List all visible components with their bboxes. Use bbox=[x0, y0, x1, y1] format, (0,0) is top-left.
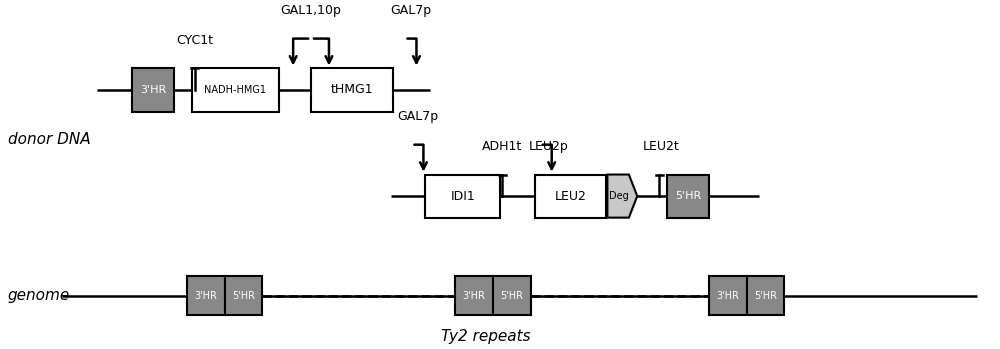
Text: 3'HR: 3'HR bbox=[140, 85, 166, 95]
Bar bbox=[425, 174, 500, 218]
Text: LEU2: LEU2 bbox=[555, 190, 587, 202]
Text: donor DNA: donor DNA bbox=[8, 132, 90, 147]
Text: GAL1,10p: GAL1,10p bbox=[281, 4, 341, 17]
Bar bbox=[747, 276, 784, 315]
Text: NADH-HMG1: NADH-HMG1 bbox=[204, 85, 266, 95]
Text: CYC1t: CYC1t bbox=[176, 34, 213, 47]
Bar bbox=[667, 174, 709, 218]
Text: ADH1t: ADH1t bbox=[482, 140, 523, 153]
Text: tHMG1: tHMG1 bbox=[331, 83, 373, 96]
Text: Ty2 repeats: Ty2 repeats bbox=[441, 329, 530, 344]
Text: IDI1: IDI1 bbox=[450, 190, 475, 202]
Text: LEU2t: LEU2t bbox=[643, 140, 679, 153]
Bar bbox=[493, 276, 531, 315]
Text: genome: genome bbox=[8, 288, 70, 303]
Bar bbox=[455, 276, 493, 315]
Bar bbox=[535, 174, 606, 218]
Text: 5'HR: 5'HR bbox=[754, 291, 777, 300]
Bar bbox=[187, 276, 225, 315]
Bar bbox=[311, 68, 393, 112]
Text: Deg: Deg bbox=[609, 191, 629, 201]
Text: 5'HR: 5'HR bbox=[232, 291, 255, 300]
Text: LEU2p: LEU2p bbox=[529, 140, 569, 153]
Bar bbox=[709, 276, 747, 315]
Bar bbox=[132, 68, 174, 112]
Text: 5'HR: 5'HR bbox=[500, 291, 523, 300]
Text: 5'HR: 5'HR bbox=[675, 191, 701, 201]
Bar bbox=[225, 276, 262, 315]
Text: GAL7p: GAL7p bbox=[397, 110, 438, 123]
Bar bbox=[192, 68, 279, 112]
Text: GAL7p: GAL7p bbox=[390, 4, 431, 17]
Text: 3'HR: 3'HR bbox=[463, 291, 486, 300]
Text: 3'HR: 3'HR bbox=[194, 291, 217, 300]
Text: 3'HR: 3'HR bbox=[716, 291, 739, 300]
Polygon shape bbox=[607, 174, 637, 218]
